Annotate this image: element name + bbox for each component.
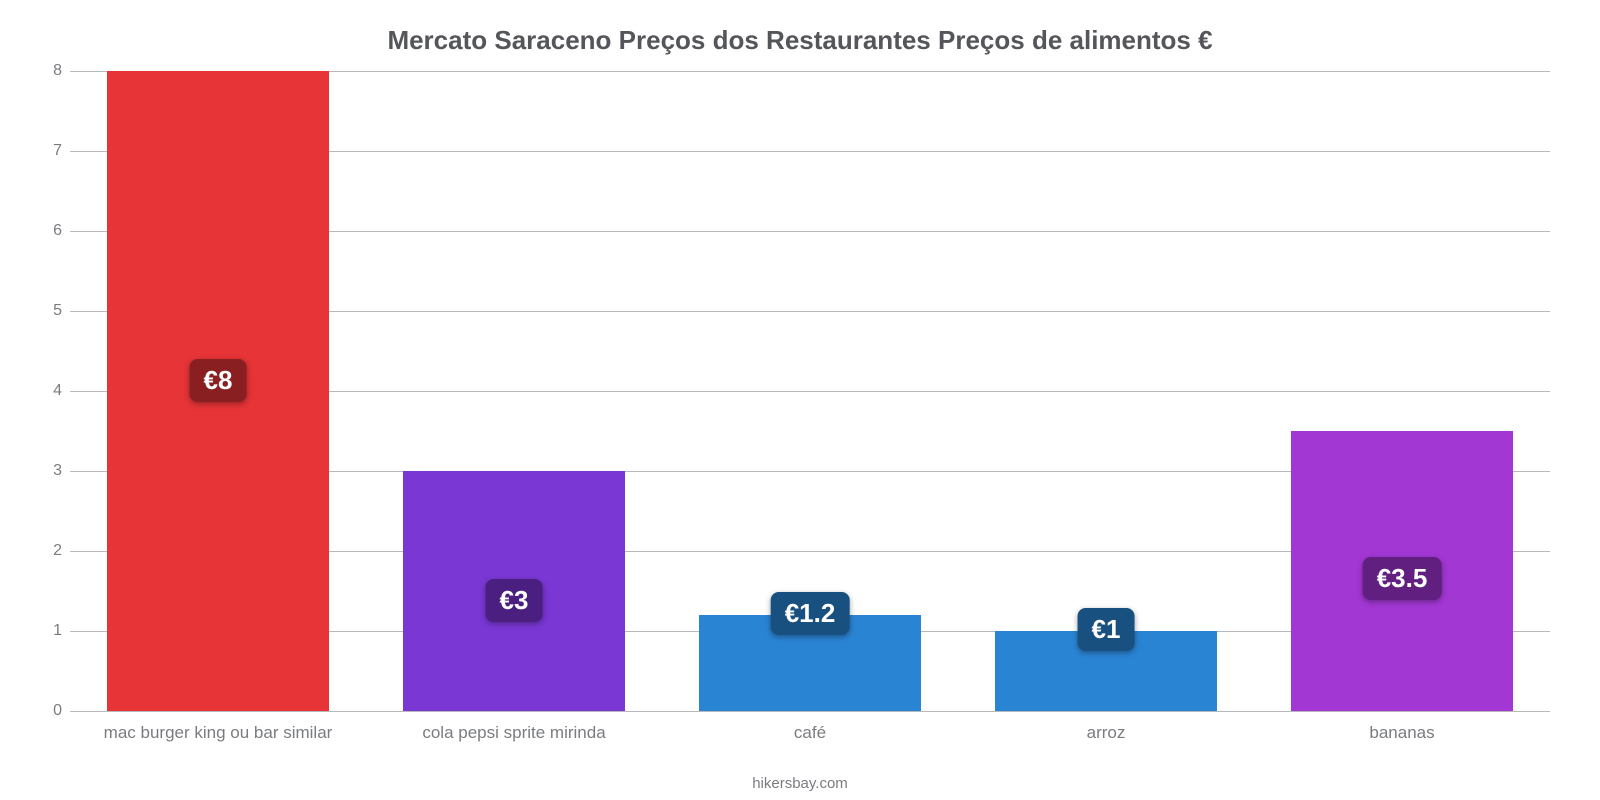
x-axis-labels: mac burger king ou bar similarcola pepsi…	[70, 711, 1550, 743]
y-tick-label: 7	[30, 142, 62, 160]
bar-slot: €3.5	[1254, 71, 1550, 711]
bar-value-badge: €3	[486, 579, 543, 622]
bar-slot: €8	[70, 71, 366, 711]
x-axis-label: bananas	[1254, 723, 1550, 743]
bar: €8	[107, 71, 329, 711]
bar-slot: €3	[366, 71, 662, 711]
bar-value-badge: €1.2	[771, 592, 850, 635]
y-tick-label: 6	[30, 222, 62, 240]
bar-value-badge: €3.5	[1363, 557, 1442, 600]
y-tick-label: 8	[30, 62, 62, 80]
bar: €1.2	[699, 615, 921, 711]
x-axis-label: cola pepsi sprite mirinda	[366, 723, 662, 743]
x-axis-label: arroz	[958, 723, 1254, 743]
y-tick-label: 1	[30, 622, 62, 640]
chart-title: Mercato Saraceno Preços dos Restaurantes…	[30, 20, 1570, 71]
bars-layer: €8 €3 €1.2 €1 €3.5	[70, 71, 1550, 711]
y-tick-label: 3	[30, 462, 62, 480]
bar: €1	[995, 631, 1217, 711]
y-tick-label: 5	[30, 302, 62, 320]
bar-value-badge: €1	[1078, 608, 1135, 651]
y-tick-label: 4	[30, 382, 62, 400]
y-tick-label: 2	[30, 542, 62, 560]
bar-value-badge: €8	[190, 359, 247, 402]
x-axis-label: café	[662, 723, 958, 743]
bar-slot: €1.2	[662, 71, 958, 711]
attribution-text: hikersbay.com	[0, 775, 1600, 792]
bar-slot: €1	[958, 71, 1254, 711]
y-tick-label: 0	[30, 702, 62, 720]
bar: €3	[403, 471, 625, 711]
price-chart: Mercato Saraceno Preços dos Restaurantes…	[0, 0, 1600, 800]
bar: €3.5	[1291, 431, 1513, 711]
x-axis-label: mac burger king ou bar similar	[70, 723, 366, 743]
plot-region: 012345678 €8€3€1.2€1€3.5	[70, 71, 1550, 711]
